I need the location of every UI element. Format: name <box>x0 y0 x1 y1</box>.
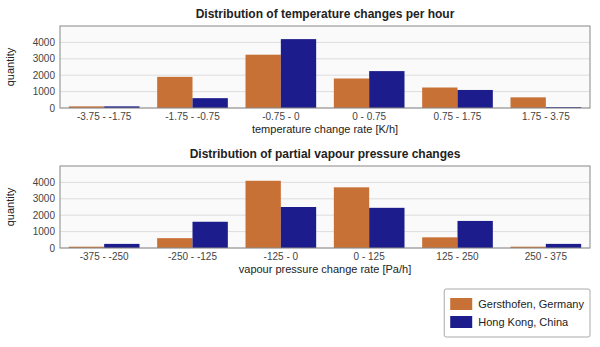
plot-frame <box>60 166 590 248</box>
y-tick-label: 2000 <box>33 70 56 81</box>
x-tick-label: 1.75 - 3.75 <box>522 111 570 122</box>
legend-label: Hong Kong, China <box>478 316 569 328</box>
y-tick-label: 2000 <box>33 210 56 221</box>
bar <box>281 39 316 108</box>
y-tick-label: 1000 <box>33 86 56 97</box>
bar <box>281 207 316 248</box>
legend-label: Gersthofen, Germany <box>478 298 584 310</box>
chart: Distribution of partial vapour pressure … <box>4 147 590 275</box>
bar <box>334 78 369 108</box>
grid-line <box>60 215 590 216</box>
grid-line <box>60 75 590 76</box>
plot-background <box>60 166 590 248</box>
y-axis-label: quantity <box>4 47 16 86</box>
x-tick-label: 125 - 250 <box>436 251 479 262</box>
bars <box>69 181 581 248</box>
bar <box>193 98 228 108</box>
y-tick-label: 4000 <box>33 177 56 188</box>
title: Distribution of partial vapour pressure … <box>190 147 461 161</box>
grid-line <box>60 42 590 43</box>
grid-line <box>60 182 590 183</box>
title: Distribution of temperature changes per … <box>196 7 455 21</box>
bar <box>458 90 493 108</box>
bar <box>334 187 369 248</box>
x-tick-label: -1.75 - -0.75 <box>165 111 220 122</box>
bar <box>104 244 139 248</box>
plot-frame <box>60 26 590 108</box>
x-tick-label: 0.75 - 1.75 <box>434 111 482 122</box>
bar <box>157 77 192 108</box>
bar <box>193 222 228 248</box>
bar <box>422 88 457 109</box>
bar <box>458 221 493 248</box>
bar <box>369 71 404 108</box>
y-axis-label: quantity <box>4 187 16 226</box>
x-axis-label: temperature change rate [K/h] <box>252 123 398 135</box>
x-tick-label: -0.75 - 0 <box>262 111 300 122</box>
y-tick-label: 1000 <box>33 226 56 237</box>
bar <box>422 237 457 248</box>
chart-root: Distribution of temperature changes per … <box>0 0 600 347</box>
x-tick-label: -375 - -250 <box>80 251 129 262</box>
y-tick-label: 0 <box>49 103 55 114</box>
y-tick-label: 4000 <box>33 37 56 48</box>
x-axis-label: vapour pressure change rate [Pa/h] <box>239 263 411 275</box>
bars <box>69 39 581 108</box>
y-tick-label: 3000 <box>33 193 56 204</box>
legend-swatch <box>450 316 472 328</box>
y-tick-label: 0 <box>49 243 55 254</box>
grid-line <box>60 58 590 59</box>
bar <box>157 238 192 248</box>
bar <box>246 55 281 108</box>
legend-swatch <box>450 298 472 310</box>
bar <box>246 181 281 248</box>
x-tick-label: 0 - 0.75 <box>352 111 386 122</box>
grid-line <box>60 231 590 232</box>
y-tick-label: 3000 <box>33 53 56 64</box>
bar <box>511 97 546 108</box>
grid-line <box>60 91 590 92</box>
grid-line <box>60 198 590 199</box>
x-tick-label: 250 - 375 <box>525 251 568 262</box>
x-tick-label: -125 - 0 <box>264 251 299 262</box>
bar <box>546 244 581 248</box>
legend-frame <box>444 289 590 337</box>
x-tick-label: 0 - 125 <box>354 251 386 262</box>
bar <box>369 208 404 248</box>
plot-background <box>60 26 590 108</box>
legend: Gersthofen, Germany Hong Kong, China <box>444 289 590 337</box>
x-tick-label: -250 - -125 <box>168 251 217 262</box>
x-tick-label: -3.75 - -1.75 <box>77 111 132 122</box>
chart: Distribution of temperature changes per … <box>4 7 590 135</box>
